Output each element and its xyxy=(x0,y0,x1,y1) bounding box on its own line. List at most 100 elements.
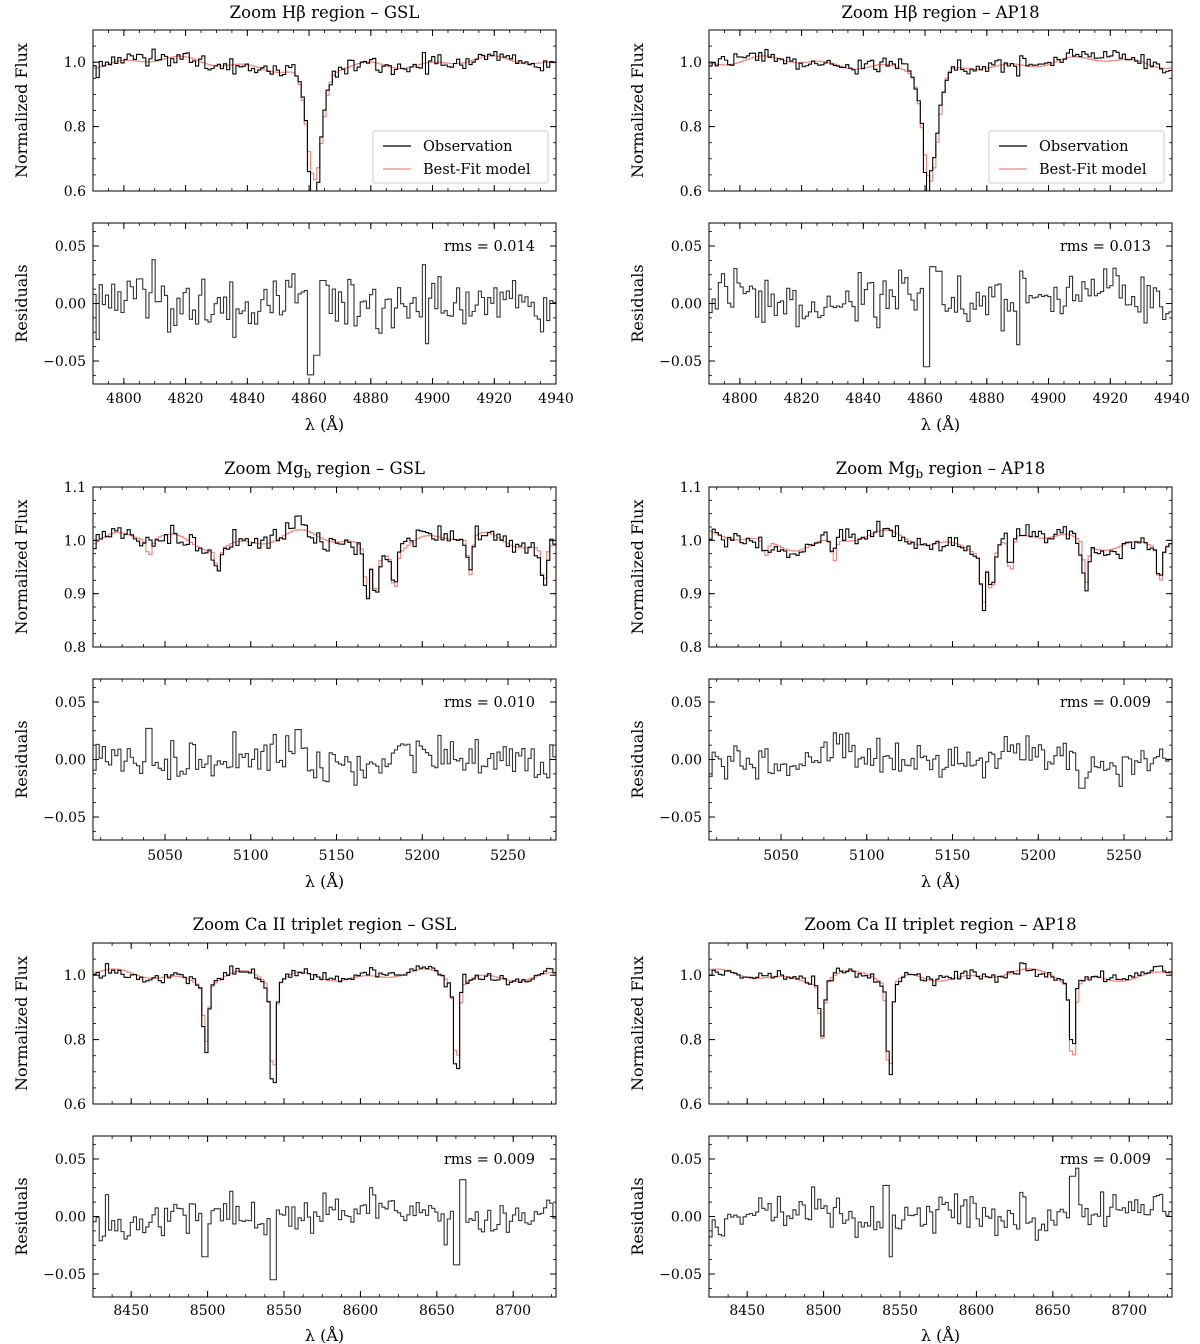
residual-xtick-label: 8650 xyxy=(1035,1303,1071,1319)
residual-line xyxy=(709,1167,1172,1258)
residual-xtick-label: 8700 xyxy=(1111,1303,1147,1319)
panel-cat-gsl: Zoom Ca II triplet region – GSL 0.6 0.8 1.0… xyxy=(12,915,557,1344)
residual-xtick-label: 4820 xyxy=(784,391,820,407)
flux-ylabel: Normalized Flux xyxy=(12,500,31,635)
residual-axes: −0.05 0.00 0.05 5050 5100 5150 5200 5250 Residua… xyxy=(12,678,557,891)
rms-label: rms = 0.009 xyxy=(444,1152,535,1168)
residual-xtick-label: 4900 xyxy=(415,391,451,407)
panel-cat-ap18: Zoom Ca II triplet region – AP18 0.6 0.8 1.… xyxy=(628,915,1173,1344)
residual-ytick-label: −0.05 xyxy=(659,1267,702,1283)
legend-observation-label: Observation xyxy=(423,139,513,155)
residual-xtick-label: 8550 xyxy=(266,1303,302,1319)
wavelength-xlabel: λ (Å) xyxy=(305,414,344,434)
flux-ytick-label: 0.8 xyxy=(64,1033,86,1049)
observed-spectrum-line xyxy=(93,48,556,191)
legend-box xyxy=(988,130,1165,184)
residual-ytick-label: 0.00 xyxy=(55,297,86,313)
residual-ylabel: Residuals xyxy=(12,1177,31,1255)
flux-axes: 0.6 0.8 1.0 Normalized Flux xyxy=(12,942,557,1113)
residual-ytick-label: 0.00 xyxy=(671,297,702,313)
residual-ylabel: Residuals xyxy=(628,264,647,342)
flux-ytick-label: 1.1 xyxy=(64,480,86,496)
residual-xtick-label: 4940 xyxy=(538,391,574,407)
residual-ytick-label: 0.05 xyxy=(671,1152,702,1168)
residual-xtick-label: 8450 xyxy=(729,1303,765,1319)
flux-ylabel: Normalized Flux xyxy=(628,43,647,178)
residual-ytick-label: 0.00 xyxy=(671,753,702,769)
residual-xtick-label: 8550 xyxy=(882,1303,918,1319)
residual-xtick-label: 5200 xyxy=(404,848,440,864)
flux-ytick-label: 1.0 xyxy=(64,55,86,71)
legend-model-label: Best-Fit model xyxy=(1039,162,1147,178)
legend: Observation Best-Fit model xyxy=(372,130,549,184)
panel-mgb-gsl: Zoom Mgb region – GSL 0.8 0.9 1.0 1.1 Normali… xyxy=(12,459,557,891)
legend-model-label: Best-Fit model xyxy=(423,162,531,178)
residual-ytick-label: 0.05 xyxy=(671,239,702,255)
residual-ylabel: Residuals xyxy=(12,720,31,798)
residual-ylabel: Residuals xyxy=(12,264,31,342)
residual-xtick-label: 8600 xyxy=(959,1303,995,1319)
wavelength-xlabel: λ (Å) xyxy=(921,414,960,434)
residual-xtick-label: 4880 xyxy=(969,391,1005,407)
residual-ytick-label: −0.05 xyxy=(43,354,86,370)
flux-axes-frame xyxy=(708,486,1173,648)
residual-xtick-label: 4800 xyxy=(722,391,758,407)
residual-axes: −0.05 0.00 0.05 4800 4820 4840 4860 4880 4900 492… xyxy=(12,222,574,434)
panel-title: Zoom Ca II triplet region – GSL xyxy=(193,915,457,934)
panel-title: Zoom Ca II triplet region – AP18 xyxy=(804,915,1076,934)
rms-label: rms = 0.009 xyxy=(1060,1152,1151,1168)
rms-label: rms = 0.009 xyxy=(1060,695,1151,711)
flux-ylabel: Normalized Flux xyxy=(628,500,647,635)
flux-ytick-label: 0.6 xyxy=(64,184,86,200)
residual-xtick-label: 4920 xyxy=(1092,391,1128,407)
flux-ylabel: Normalized Flux xyxy=(12,43,31,178)
wavelength-xlabel: λ (Å) xyxy=(305,1325,344,1344)
flux-ytick-label: 1.0 xyxy=(680,968,702,984)
residual-line xyxy=(93,1179,556,1281)
wavelength-xlabel: λ (Å) xyxy=(305,871,344,891)
flux-axes-frame xyxy=(708,942,1173,1105)
residual-xtick-label: 5100 xyxy=(849,848,885,864)
residual-xtick-label: 4860 xyxy=(291,391,327,407)
residual-xtick-label: 4860 xyxy=(907,391,943,407)
panel-title: Zoom Hβ region – AP18 xyxy=(841,3,1039,22)
flux-ylabel: Normalized Flux xyxy=(628,956,647,1091)
panel-hb-ap18: Zoom Hβ region – AP18 0.6 0.8 1.0 Normalized… xyxy=(628,3,1190,434)
residual-line xyxy=(93,727,556,786)
residual-xtick-label: 4940 xyxy=(1154,391,1190,407)
rms-label: rms = 0.010 xyxy=(444,695,535,711)
flux-ytick-label: 1.0 xyxy=(64,968,86,984)
residual-ytick-label: 0.00 xyxy=(55,753,86,769)
flux-ytick-label: 0.8 xyxy=(680,120,702,136)
wavelength-xlabel: λ (Å) xyxy=(921,1325,960,1344)
residual-line xyxy=(93,259,556,376)
residual-ylabel: Residuals xyxy=(628,1177,647,1255)
flux-axes-frame xyxy=(92,942,557,1105)
flux-ytick-label: 0.6 xyxy=(680,1097,702,1113)
residual-ytick-label: 0.00 xyxy=(671,1210,702,1226)
residual-line xyxy=(709,732,1172,789)
panel-title: Zoom Hβ region – GSL xyxy=(230,3,420,22)
flux-axes: 0.6 0.8 1.0 Normalized Flux Observation Best-… xyxy=(628,29,1173,200)
observed-spectrum-line xyxy=(93,515,556,600)
flux-ytick-label: 1.0 xyxy=(680,55,702,71)
flux-ytick-label: 1.1 xyxy=(680,480,702,496)
rms-label: rms = 0.014 xyxy=(444,239,535,255)
residual-axes: −0.05 0.00 0.05 8450 8500 8550 8600 8650 8700 Res… xyxy=(628,1135,1173,1344)
model-spectrum-line xyxy=(93,968,556,1066)
residual-xtick-label: 8700 xyxy=(495,1303,531,1319)
flux-ytick-label: 0.8 xyxy=(64,120,86,136)
flux-ytick-label: 1.0 xyxy=(64,533,86,549)
residual-xtick-label: 4900 xyxy=(1031,391,1067,407)
wavelength-xlabel: λ (Å) xyxy=(921,871,960,891)
panel-title: Zoom Mgb region – AP18 xyxy=(836,459,1045,481)
residual-xtick-label: 5100 xyxy=(233,848,269,864)
flux-axes: 0.8 0.9 1.0 1.1 Normalized Flux xyxy=(628,480,1173,656)
residual-xtick-label: 5150 xyxy=(935,848,971,864)
residual-xtick-label: 4820 xyxy=(168,391,204,407)
model-spectrum-line xyxy=(709,968,1172,1064)
residual-ytick-label: −0.05 xyxy=(659,354,702,370)
flux-axes: 0.6 0.8 1.0 Normalized Flux xyxy=(628,942,1173,1113)
residual-ytick-label: 0.05 xyxy=(671,695,702,711)
